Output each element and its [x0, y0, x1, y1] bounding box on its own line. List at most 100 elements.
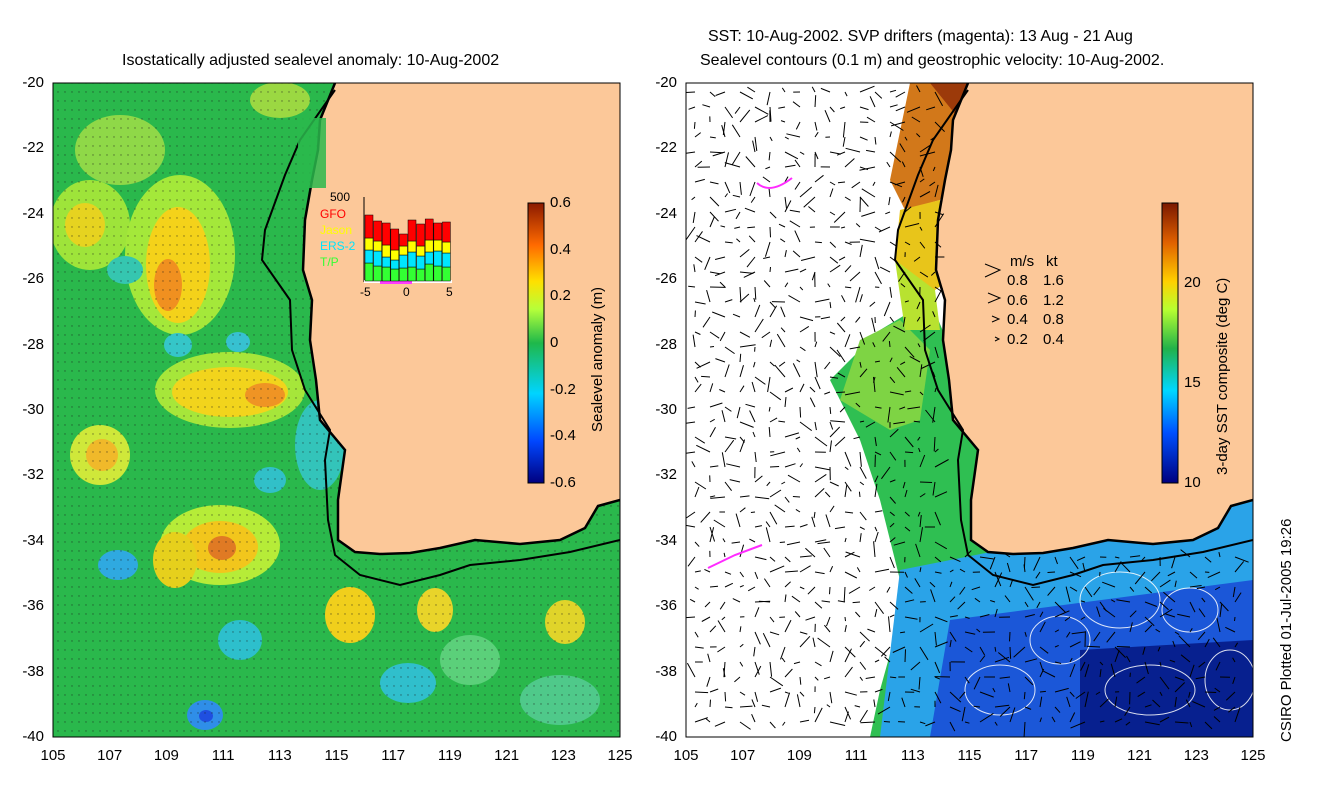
velocity-arrow: [787, 474, 801, 483]
velocity-arrow: [949, 615, 958, 618]
velocity-arrow: [910, 688, 921, 693]
velocity-arrow: [934, 661, 941, 674]
velocity-arrow: [880, 646, 891, 657]
velocity-arrow: [1106, 631, 1116, 643]
velocity-arrow: [889, 676, 897, 679]
inset-xtick: -5: [360, 285, 371, 299]
velocity-arrow: [889, 256, 898, 264]
velocity-arrow: [844, 451, 852, 467]
velocity-arrow: [767, 376, 771, 393]
velocity-arrow: [714, 721, 726, 727]
velocity-arrow: [1054, 629, 1060, 633]
velocity-arrow: [799, 676, 802, 685]
velocity-arrow: [799, 406, 802, 418]
velocity-arrow: [874, 451, 882, 456]
velocity-arrow: [761, 704, 771, 708]
velocity-arrow: [934, 676, 941, 680]
velocity-arrow: [859, 420, 865, 423]
velocity-arrow: [1144, 586, 1153, 594]
velocity-arrow: [964, 646, 973, 653]
velocity-arrow: [844, 648, 852, 663]
y-tick-label-right: -22: [655, 139, 677, 157]
velocity-arrow: [974, 597, 981, 603]
inset-bar-segment: [433, 250, 443, 267]
velocity-arrow: [734, 676, 741, 683]
velocity-arrow: [919, 324, 931, 333]
velocity-arrow: [719, 389, 726, 393]
velocity-arrow: [1024, 614, 1035, 618]
velocity-arrow: [770, 451, 786, 457]
velocity-arrow: [754, 571, 759, 579]
velocity-arrow: [694, 717, 708, 723]
velocity-arrow: [844, 265, 852, 273]
velocity-key-kt: 1.2: [1043, 291, 1064, 309]
velocity-arrow: [1171, 556, 1176, 569]
velocity-arrow: [1039, 668, 1045, 678]
velocity-arrow: [933, 436, 936, 452]
velocity-arrow: [761, 331, 771, 339]
velocity-arrow: [813, 706, 816, 714]
velocity-arrow: [1009, 578, 1014, 588]
velocity-arrow: [874, 226, 882, 232]
velocity-arrow: [837, 600, 846, 603]
velocity-arrow: [754, 661, 760, 675]
velocity-arrow: [1189, 601, 1196, 613]
inset-bar-segment: [442, 241, 451, 254]
velocity-arrow: [1093, 586, 1101, 596]
velocity-arrow: [934, 491, 948, 498]
velocity-arrow: [1188, 691, 1191, 698]
velocity-arrow: [724, 299, 733, 303]
velocity-key-kt: 0.8: [1043, 311, 1064, 328]
velocity-arrow: [793, 661, 801, 665]
velocity-arrow: [796, 694, 801, 708]
velocity-arrow: [754, 475, 763, 483]
velocity-arrow: [873, 376, 876, 393]
velocity-arrow: [709, 383, 714, 393]
velocity-arrow: [904, 390, 912, 393]
velocity-arrow: [904, 616, 918, 620]
velocity-arrow: [904, 300, 909, 303]
velocity-arrow: [784, 387, 794, 393]
velocity-arrow: [844, 537, 847, 543]
velocity-arrow: [859, 709, 868, 723]
velocity-arrow: [814, 676, 819, 681]
velocity-arrow: [874, 271, 882, 285]
velocity-arrow: [799, 691, 805, 697]
sla-colorbar: [527, 202, 545, 484]
velocity-arrow: [709, 271, 720, 275]
velocity-arrow: [873, 699, 876, 708]
velocity-arrow: [769, 211, 777, 219]
velocity-arrow: [709, 699, 711, 708]
velocity-arrow: [739, 495, 750, 498]
velocity-arrow: [934, 631, 937, 646]
velocity-arrow: [853, 436, 861, 440]
velocity-arrow: [709, 688, 719, 693]
velocity-arrow: [1024, 676, 1034, 686]
velocity-arrow: [732, 313, 741, 318]
velocity-arrow: [686, 524, 696, 528]
velocity-arrow: [724, 691, 727, 702]
velocity-arrow: [1228, 706, 1236, 713]
velocity-arrow: [916, 301, 921, 310]
velocity-arrow: [1039, 690, 1046, 693]
velocity-arrow: [859, 676, 864, 681]
velocity-arrow: [934, 448, 939, 453]
velocity-arrow: [794, 611, 801, 618]
velocity-arrow: [1054, 706, 1061, 713]
velocity-arrow: [859, 196, 869, 207]
velocity-arrow: [691, 196, 696, 201]
velocity-arrow: [949, 631, 957, 642]
sla-colorbar-label: Sealevel anomaly (m): [589, 286, 606, 432]
velocity-arrow: [717, 646, 726, 653]
velocity-arrow: [781, 657, 786, 663]
velocity-arrow: [889, 241, 898, 247]
velocity-arrow: [829, 691, 833, 704]
x-tick-label-right: 113: [900, 747, 925, 764]
velocity-arrow: [829, 331, 836, 335]
velocity-arrow: [889, 121, 904, 131]
velocity-arrow: [719, 601, 726, 610]
velocity-arrow: [795, 508, 801, 513]
velocity-arrow: [869, 301, 876, 307]
velocity-arrow: [692, 334, 696, 348]
velocity-arrow: [829, 426, 841, 438]
